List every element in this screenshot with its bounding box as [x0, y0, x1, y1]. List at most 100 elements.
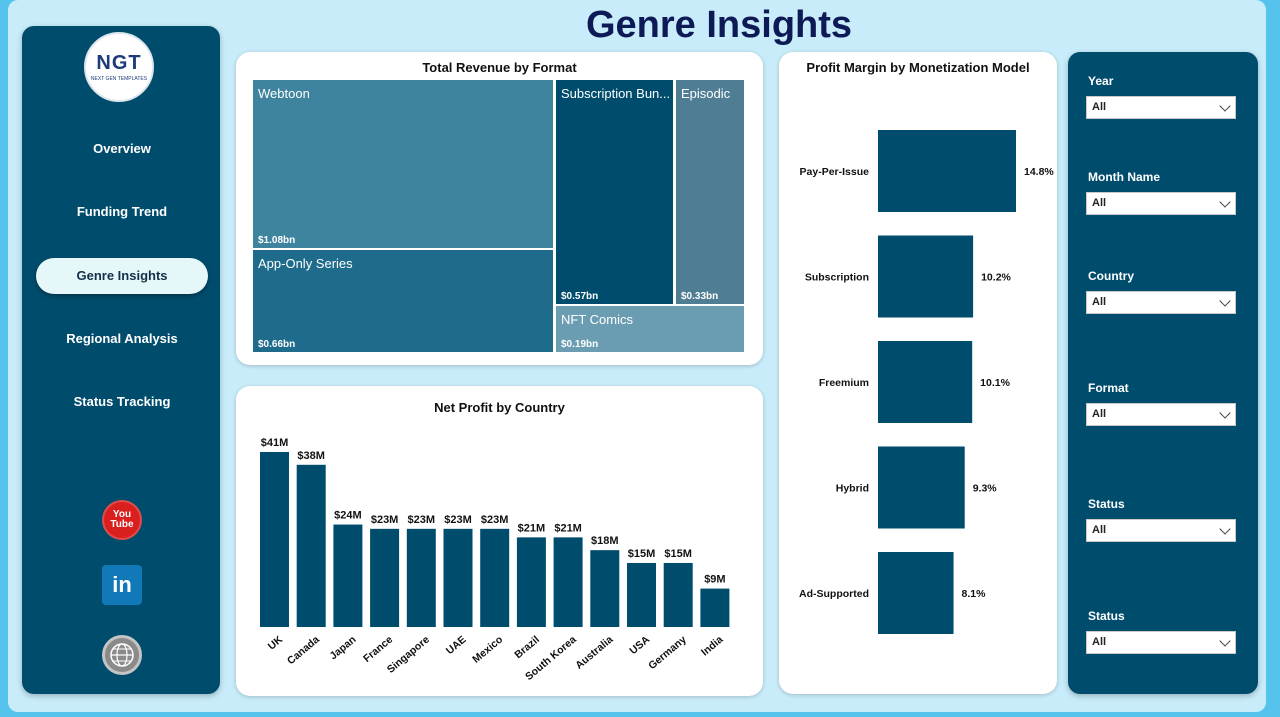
status-dropdown-value: All: [1092, 524, 1107, 536]
nav-item-regional-analysis[interactable]: Regional Analysis: [66, 331, 178, 346]
treemap-title: Total Revenue by Format: [422, 60, 577, 75]
status-dropdown-2-value: All: [1092, 636, 1107, 648]
treemap-cell-nft-comics[interactable]: NFT Comics $0.19bn: [556, 306, 745, 352]
category-label: Canada: [285, 634, 322, 668]
data-label: $23M: [371, 514, 399, 526]
bar-pay-per-issue: [878, 130, 1016, 212]
category-label: Pay-Per-Issue: [800, 166, 870, 178]
linkedin-icon[interactable]: in: [102, 565, 142, 605]
data-label: $9M: [704, 574, 725, 586]
country-chart-title: Net Profit by Country: [434, 400, 565, 415]
chevron-down-icon: [1219, 295, 1231, 307]
data-label: $41M: [261, 437, 289, 449]
treemap-label: App-Only Series: [258, 256, 353, 271]
filter-panel: Year All Month Name All Country All Form…: [1068, 52, 1258, 694]
bar-brazil: [516, 537, 546, 627]
filter-label-month: Month Name: [1088, 170, 1160, 184]
website-globe-icon[interactable]: [102, 635, 142, 675]
category-label: Japan: [327, 634, 358, 663]
month-dropdown-value: All: [1092, 197, 1107, 209]
profit-margin-card: Profit Margin by Monetization Model Pay-…: [779, 52, 1057, 694]
data-label: $23M: [444, 514, 472, 526]
status-dropdown-2[interactable]: All: [1086, 631, 1236, 654]
filter-label-country: Country: [1088, 269, 1134, 283]
country-dropdown[interactable]: All: [1086, 291, 1236, 314]
category-label: Ad-Supported: [799, 588, 869, 600]
data-label: $24M: [334, 510, 362, 522]
bar-freemium: [878, 341, 973, 423]
category-label: France: [361, 634, 395, 665]
treemap-value: $0.57bn: [561, 291, 599, 302]
chevron-down-icon: [1219, 523, 1231, 535]
chevron-down-icon: [1219, 407, 1231, 419]
data-label: $21M: [518, 522, 546, 534]
revenue-by-format-card: Total Revenue by Format Webtoon $1.08bn …: [236, 52, 763, 365]
nav-item-genre-insights[interactable]: Genre Insights: [36, 258, 208, 294]
category-label: Australia: [573, 634, 615, 672]
bar-canada: [296, 464, 326, 627]
nav-item-status-tracking[interactable]: Status Tracking: [73, 394, 171, 409]
treemap-label: Episodic: [681, 86, 731, 101]
chevron-down-icon: [1219, 196, 1231, 208]
sidebar: NGT NEXT GEN TEMPLATES Overview Funding …: [22, 26, 220, 694]
data-label: $21M: [554, 522, 582, 534]
bar-india: [700, 588, 730, 627]
nav-item-funding-trend[interactable]: Funding Trend: [76, 204, 168, 219]
category-label: Mexico: [470, 634, 505, 666]
year-dropdown[interactable]: All: [1086, 96, 1236, 119]
youtube-text-bottom: Tube: [110, 519, 134, 530]
treemap-cell-app-only-series[interactable]: App-Only Series $0.66bn: [253, 250, 554, 352]
category-label: Hybrid: [836, 483, 869, 495]
category-label: UK: [266, 633, 286, 652]
globe-icon: [110, 643, 134, 667]
youtube-text-top: You: [112, 509, 132, 520]
linkedin-text: in: [112, 572, 132, 597]
data-label: $18M: [591, 535, 619, 547]
youtube-icon[interactable]: You Tube: [102, 500, 142, 540]
filter-label-format: Format: [1088, 381, 1129, 395]
nav-item-overview[interactable]: Overview: [93, 141, 151, 156]
data-label: $15M: [664, 548, 692, 560]
bar-germany: [663, 562, 693, 627]
data-label: $38M: [297, 450, 325, 462]
treemap-label: Webtoon: [258, 86, 310, 101]
bar-ad-supported: [878, 552, 954, 634]
category-label: Germany: [646, 634, 689, 673]
country-dropdown-value: All: [1092, 296, 1107, 308]
bar-france: [370, 528, 400, 627]
chevron-down-icon: [1219, 635, 1231, 647]
bar-uae: [443, 528, 473, 627]
treemap-cell-subscription-bundle[interactable]: Subscription Bun... $0.57bn: [556, 80, 674, 304]
bar-australia: [590, 550, 620, 627]
bar-uk: [260, 452, 289, 627]
format-dropdown[interactable]: All: [1086, 403, 1236, 426]
logo-subtext: NEXT GEN TEMPLATES: [90, 76, 148, 82]
status-dropdown[interactable]: All: [1086, 519, 1236, 542]
treemap-cell-episodic[interactable]: Episodic $0.33bn: [676, 80, 745, 304]
category-label: Brazil: [512, 634, 542, 662]
treemap-value: $0.19bn: [561, 339, 599, 350]
format-dropdown-value: All: [1092, 408, 1107, 420]
bar-singapore: [406, 528, 436, 627]
treemap-value: $1.08bn: [258, 235, 296, 246]
treemap-cell-webtoon[interactable]: Webtoon $1.08bn: [253, 80, 554, 248]
data-label: 8.1%: [962, 588, 987, 600]
ngt-logo: NGT NEXT GEN TEMPLATES: [84, 32, 154, 102]
data-label: 10.2%: [981, 272, 1011, 284]
data-label: $23M: [481, 514, 509, 526]
bar-mexico: [480, 528, 510, 627]
bar-japan: [333, 524, 363, 627]
data-label: 14.8%: [1024, 166, 1054, 178]
treemap-label: NFT Comics: [561, 312, 633, 327]
filter-label-status-2: Status: [1088, 609, 1125, 623]
net-profit-by-country-card: Net Profit by Country $41M UK $38M Canada $2…: [236, 386, 763, 696]
data-label: $23M: [408, 514, 436, 526]
bar-hybrid: [878, 446, 965, 529]
bar-usa: [627, 562, 656, 627]
chevron-down-icon: [1219, 100, 1231, 112]
treemap-value: $0.66bn: [258, 339, 296, 350]
data-label: $15M: [628, 548, 656, 560]
bar-south-korea: [553, 537, 583, 627]
data-label: 10.1%: [980, 377, 1010, 389]
month-dropdown[interactable]: All: [1086, 192, 1236, 215]
